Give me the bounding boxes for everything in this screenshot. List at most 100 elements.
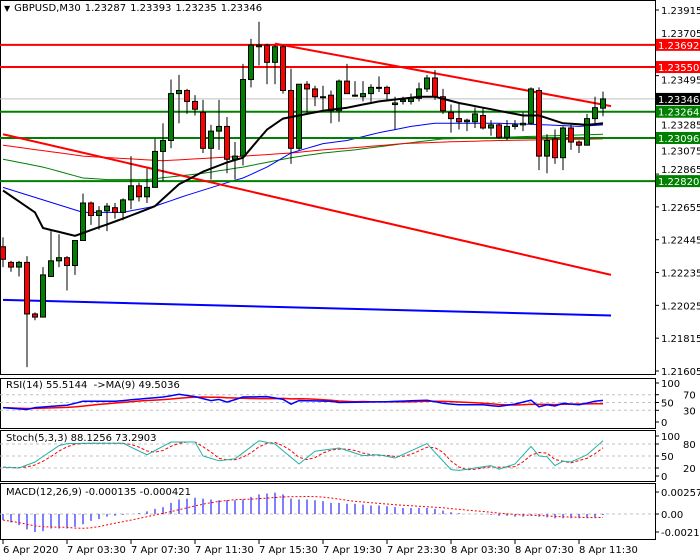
- time-tick-label: 8 Apr 11:30: [579, 545, 638, 556]
- trendline[interactable]: [2, 298, 612, 317]
- candle[interactable]: [104, 205, 110, 212]
- candle[interactable]: [200, 111, 206, 149]
- candle[interactable]: [240, 79, 246, 157]
- candle[interactable]: [584, 118, 590, 146]
- candle[interactable]: [8, 261, 14, 268]
- candle[interactable]: [496, 124, 502, 138]
- candle[interactable]: [192, 100, 198, 110]
- candle[interactable]: [256, 44, 262, 48]
- candle[interactable]: [136, 185, 142, 198]
- candle[interactable]: [600, 98, 606, 109]
- candle[interactable]: [552, 138, 558, 159]
- candle[interactable]: [320, 96, 326, 99]
- price-level-label: 1.23346: [658, 95, 699, 106]
- candle[interactable]: [376, 86, 382, 89]
- candle[interactable]: [576, 141, 582, 146]
- candle[interactable]: [96, 210, 102, 217]
- candle[interactable]: [432, 77, 438, 98]
- candle[interactable]: [264, 44, 270, 63]
- candle[interactable]: [160, 139, 166, 152]
- time-tick-label: 8 Apr 03:30: [451, 545, 510, 556]
- candle[interactable]: [568, 127, 574, 143]
- price-tick-label: 1.21815: [661, 334, 700, 345]
- candle[interactable]: [224, 125, 230, 160]
- trendline[interactable]: [2, 133, 612, 276]
- candle[interactable]: [280, 46, 286, 91]
- candle[interactable]: [488, 124, 494, 129]
- candle[interactable]: [80, 202, 86, 242]
- candle[interactable]: [392, 102, 398, 106]
- price-tick-label: 1.23915: [661, 6, 700, 17]
- candle[interactable]: [440, 96, 446, 112]
- candle[interactable]: [176, 89, 182, 95]
- candle[interactable]: [216, 125, 222, 132]
- candle[interactable]: [416, 88, 422, 99]
- candle[interactable]: [312, 88, 318, 98]
- stoch-tick-label: 80: [683, 440, 696, 451]
- candle[interactable]: [72, 240, 78, 267]
- price-label-bg: [656, 38, 700, 51]
- candle[interactable]: [272, 46, 278, 63]
- candle[interactable]: [448, 111, 454, 120]
- macd-label: MACD(12,26,9) -0.000135 -0.000421: [6, 487, 191, 498]
- low-price: 1.23235: [175, 3, 217, 14]
- candle[interactable]: [512, 124, 518, 127]
- candle[interactable]: [248, 44, 254, 81]
- candle[interactable]: [0, 246, 6, 260]
- candle[interactable]: [288, 89, 294, 149]
- candle[interactable]: [528, 88, 534, 124]
- price-label-bg: [656, 92, 700, 105]
- candle[interactable]: [56, 257, 62, 262]
- price-tick-label: 1.21605: [661, 367, 700, 378]
- candle[interactable]: [344, 80, 350, 95]
- rsi-tick-label: 0: [661, 418, 667, 429]
- candle[interactable]: [32, 313, 38, 318]
- stoch-tick-label: 50: [661, 452, 674, 463]
- candle[interactable]: [544, 139, 550, 157]
- candle[interactable]: [352, 94, 358, 97]
- candle[interactable]: [64, 257, 70, 267]
- time-tick-label: 7 Apr 11:30: [195, 545, 254, 556]
- candle[interactable]: [112, 207, 118, 213]
- candle[interactable]: [128, 185, 134, 201]
- candle[interactable]: [464, 119, 470, 123]
- candle[interactable]: [40, 274, 46, 318]
- candle[interactable]: [24, 261, 30, 315]
- candle[interactable]: [336, 80, 342, 112]
- time-tick-label: 7 Apr 23:30: [387, 545, 446, 556]
- price-tick-label: 1.23285: [661, 120, 700, 131]
- candle[interactable]: [48, 260, 54, 277]
- candle[interactable]: [560, 127, 566, 159]
- trendline[interactable]: [274, 42, 612, 108]
- candle[interactable]: [360, 93, 366, 98]
- time-tick-label: 7 Apr 07:30: [131, 545, 190, 556]
- candle[interactable]: [400, 99, 406, 102]
- candle[interactable]: [368, 86, 374, 95]
- candle[interactable]: [328, 94, 334, 112]
- candle[interactable]: [480, 114, 486, 129]
- candle[interactable]: [168, 93, 174, 141]
- candle[interactable]: [424, 77, 430, 90]
- candle[interactable]: [144, 186, 150, 198]
- candle[interactable]: [456, 118, 462, 123]
- candle[interactable]: [504, 125, 510, 138]
- stoch-tick-label: 100: [661, 432, 680, 443]
- candle[interactable]: [472, 113, 478, 123]
- candle[interactable]: [536, 89, 542, 157]
- candle[interactable]: [152, 150, 158, 188]
- macd-tick-label: 0.00: [661, 510, 683, 521]
- candle[interactable]: [304, 83, 310, 90]
- candle[interactable]: [88, 202, 94, 217]
- dropdown-triangle-icon[interactable]: ▼: [4, 4, 11, 13]
- candle[interactable]: [120, 199, 126, 213]
- candle[interactable]: [520, 122, 526, 126]
- candle[interactable]: [184, 89, 190, 102]
- rsi-label: RSI(14) 55.5144 ->MA(9) 49.5036: [6, 380, 180, 391]
- candle[interactable]: [384, 86, 390, 95]
- price-tick-label: 1.23705: [661, 29, 700, 40]
- candle[interactable]: [208, 130, 214, 149]
- candle[interactable]: [16, 261, 22, 268]
- candle[interactable]: [592, 107, 598, 120]
